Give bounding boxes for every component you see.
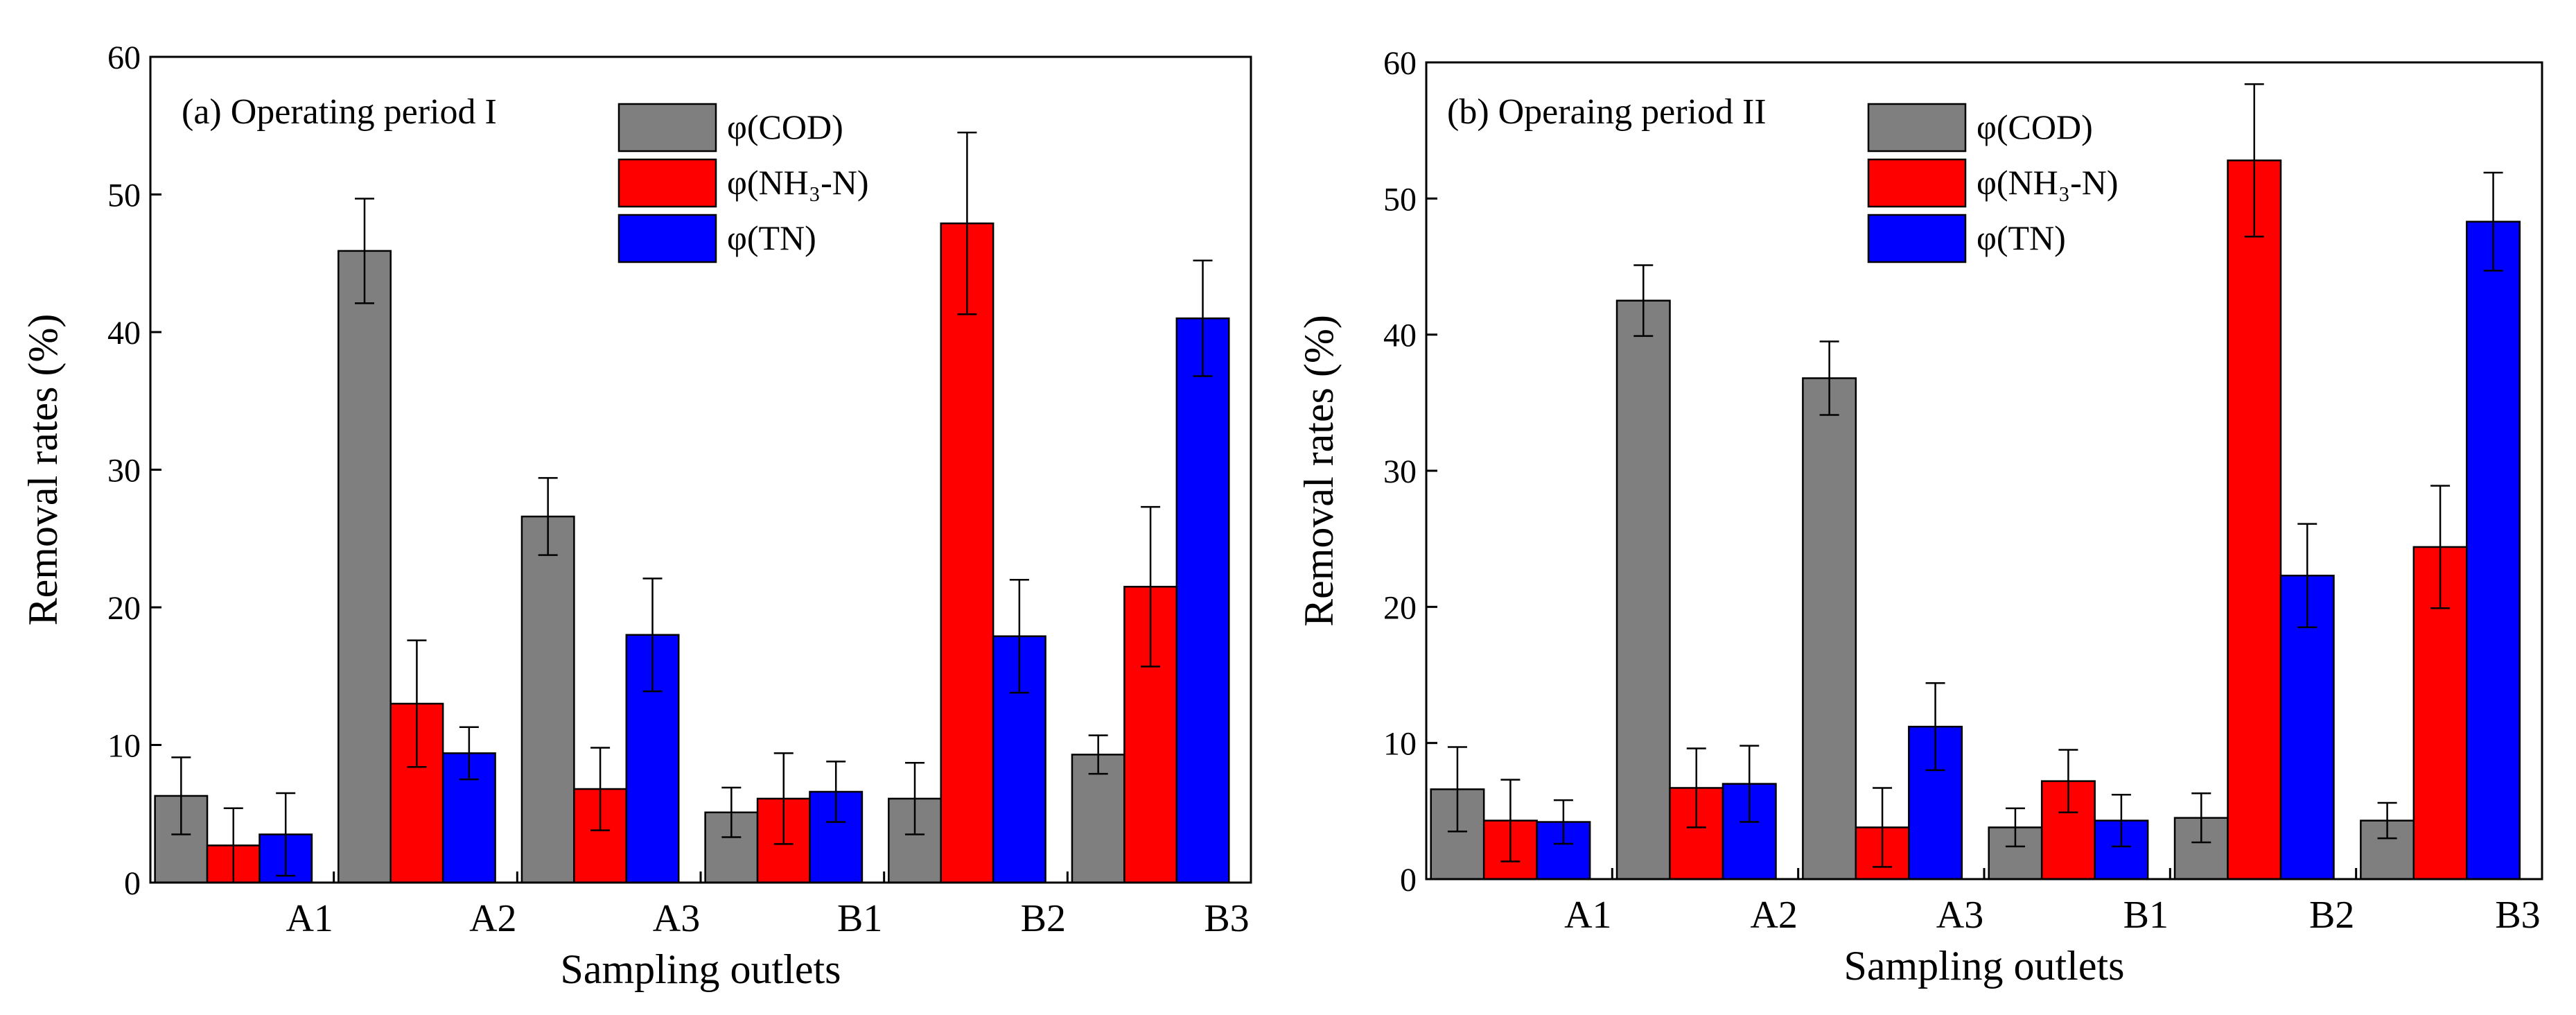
legend-swatch: [617, 214, 717, 263]
x-tick-label: A2: [469, 897, 516, 940]
y-tick-label: 30: [1383, 453, 1417, 490]
bar: [1802, 377, 1857, 880]
legend-swatch: [1867, 103, 1967, 153]
y-tick-label: 0: [124, 865, 141, 902]
y-tick-label: 10: [1383, 726, 1417, 763]
y-tick-label: 30: [107, 453, 141, 489]
x-tick-label: A1: [286, 897, 333, 940]
y-tick-label: 10: [107, 728, 141, 765]
legend-swatch: [1867, 214, 1967, 263]
bar: [2466, 220, 2521, 880]
x-tick-label: B2: [1021, 897, 1066, 940]
bar: [1175, 317, 1230, 884]
y-tick-label: 0: [1400, 862, 1417, 899]
legend: φ(COD) φ(NH₃-N) φ(TN): [617, 103, 869, 263]
y-tick-label: 60: [107, 40, 141, 76]
y-tick-label: 60: [1383, 45, 1417, 82]
chart-b: 0 10 20 30 40 50 60 A1 A2 A3 B1 B2 B3 Sampling outlet…: [1296, 45, 2543, 989]
x-axis-title: Sampling outlets: [1844, 943, 2125, 989]
x-tick-label: B3: [1204, 897, 1249, 940]
legend-label: φ(TN): [727, 218, 816, 257]
x-tick-label: A3: [653, 897, 700, 940]
bar: [1071, 754, 1125, 884]
panel-title: (a) Operating period I: [182, 92, 497, 132]
legend-label: φ(NH₃-N): [727, 163, 869, 202]
bar: [520, 515, 575, 884]
y-tick-label: 50: [1383, 181, 1417, 218]
x-tick-label: B2: [2309, 894, 2354, 937]
x-tick-label: A2: [1750, 894, 1797, 937]
bar: [940, 222, 995, 884]
bar: [2227, 159, 2282, 880]
y-axis-title: Removal rates (%): [20, 314, 66, 626]
y-tick-label: 20: [107, 590, 141, 627]
y-axis-title: Removal rates (%): [1296, 315, 1342, 627]
x-tick-label: B3: [2495, 894, 2540, 937]
x-tick-label: A3: [1936, 894, 1983, 937]
legend-label: φ(COD): [727, 107, 843, 146]
legend-label: φ(COD): [1977, 107, 2093, 146]
chart-a: 0 10 20 30 40 50 60 A1 A2 A3 B1 B2 B3 Sampling outlet…: [20, 40, 1252, 992]
y-tick-label: 20: [1383, 589, 1417, 626]
y-tick-label: 40: [107, 315, 141, 352]
y-tick-label: 50: [107, 177, 141, 214]
legend-label: φ(TN): [1977, 218, 2066, 257]
x-tick-label: A1: [1564, 894, 1611, 937]
y-tick-label: 40: [1383, 318, 1417, 354]
legend-swatch: [1867, 158, 1967, 208]
x-axis-title: Sampling outlets: [561, 946, 841, 992]
bar: [338, 250, 392, 884]
legend: φ(COD) φ(NH₃-N) φ(TN): [1867, 103, 2119, 263]
legend-swatch: [617, 103, 717, 153]
legend-label: φ(NH₃-N): [1977, 163, 2119, 202]
legend-swatch: [617, 158, 717, 208]
x-tick-label: B1: [2123, 894, 2168, 937]
panel-title: (b) Operaing period II: [1447, 92, 1767, 132]
bar: [1615, 300, 1671, 880]
x-tick-label: B1: [837, 897, 882, 940]
